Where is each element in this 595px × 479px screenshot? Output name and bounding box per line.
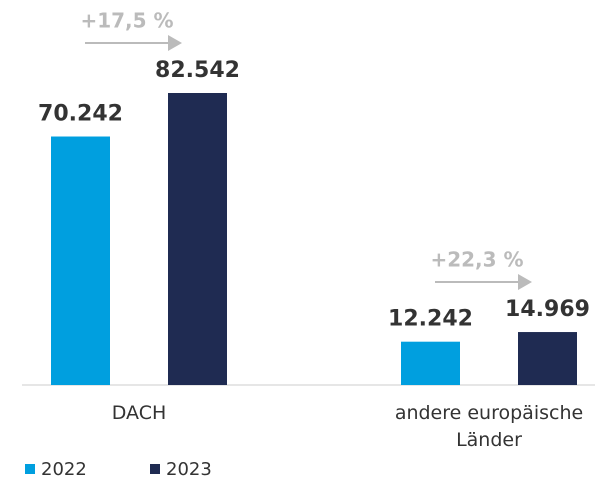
legend-swatch <box>150 464 160 474</box>
legend-swatch <box>25 464 35 474</box>
category-label: andere europäische Länder <box>394 402 584 451</box>
bar <box>51 136 110 385</box>
value-label: 70.242 <box>38 102 123 127</box>
legend-label: 2022 <box>41 459 87 479</box>
value-label: 14.969 <box>505 297 590 322</box>
growth-label: +17,5 % <box>80 9 173 33</box>
legend-label: 2023 <box>166 459 212 479</box>
value-label: 82.542 <box>155 58 240 83</box>
bar <box>168 93 227 385</box>
bar <box>518 332 577 385</box>
growth-label: +22,3 % <box>430 248 523 272</box>
value-label: 12.242 <box>388 307 473 332</box>
category-label: DACH <box>111 402 167 424</box>
bar <box>401 341 460 385</box>
